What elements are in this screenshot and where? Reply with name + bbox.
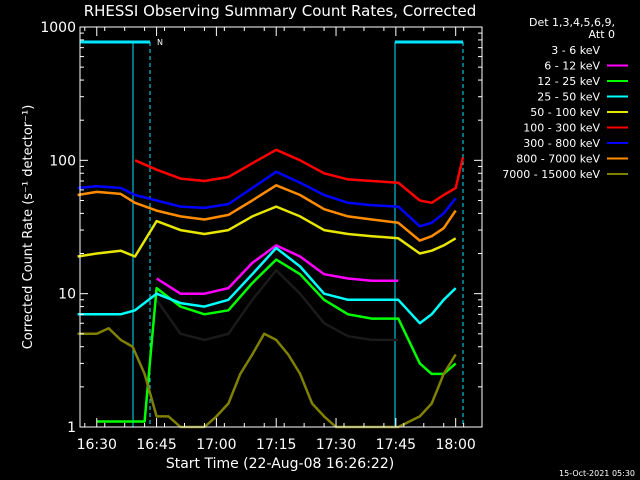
y-axis-label: Corrected Count Rate (s⁻¹ detector⁻¹): [21, 105, 36, 350]
series-line-5: [134, 148, 465, 205]
y-axis: 1 10 100 1000: [40, 20, 482, 436]
x-tick-label-6: 18:00: [435, 437, 475, 453]
legend-label-2: 12 - 25 keV: [537, 75, 600, 88]
y-tick-label-2: 100: [49, 153, 76, 169]
series-line-7: [77, 184, 457, 242]
legend-label-0: 3 - 6 keV: [551, 44, 600, 57]
x-tick-label-0: 16:30: [77, 437, 117, 453]
plot-frame: [79, 26, 483, 428]
x-tick-label-2: 17:00: [196, 437, 236, 453]
series-line-4: [77, 205, 457, 258]
legend-label-4: 50 - 100 keV: [530, 106, 600, 119]
legend-label-7: 800 - 7000 keV: [516, 153, 600, 166]
x-axis: 16:30 16:45 17:00 17:15 17:30 17:45 18:00: [77, 27, 476, 453]
x-tick-label-1: 16:45: [136, 437, 176, 453]
y-tick-label-0: 1: [67, 420, 76, 436]
series-line-1: [155, 244, 399, 295]
legend-header-1: Att 0: [589, 28, 615, 41]
series-line-2: [96, 258, 457, 423]
x-axis-label: Start Time (22-Aug-08 16:26:22): [166, 456, 394, 472]
series-line-6: [77, 170, 457, 228]
chart-title: RHESSI Observing Summary Count Rates, Co…: [84, 2, 477, 20]
legend-label-6: 300 - 800 keV: [523, 137, 600, 150]
series-line-0: [155, 268, 399, 342]
footer-timestamp: 15-Oct-2021 05:30: [559, 469, 635, 478]
x-tick-label-5: 17:45: [376, 437, 416, 453]
attenuator-flags: N: [80, 38, 464, 427]
y-tick-label-3: 1000: [40, 20, 76, 36]
series-line-3: [77, 246, 457, 325]
y-tick-label-1: 10: [58, 287, 76, 303]
legend-label-8: 7000 - 15000 keV: [502, 168, 600, 181]
x-tick-label-4: 17:30: [316, 437, 356, 453]
flag-label: N: [157, 38, 163, 47]
legend-label-5: 100 - 300 keV: [523, 122, 600, 135]
legend-label-3: 25 - 50 keV: [537, 91, 600, 104]
legend: Det 1,3,4,5,6,9,Att 0 3 - 6 keV 6 - 12 keV…: [502, 16, 628, 181]
legend-header-0: Det 1,3,4,5,6,9,: [529, 16, 615, 29]
x-tick-label-3: 17:15: [256, 437, 296, 453]
legend-label-1: 6 - 12 keV: [544, 60, 600, 73]
